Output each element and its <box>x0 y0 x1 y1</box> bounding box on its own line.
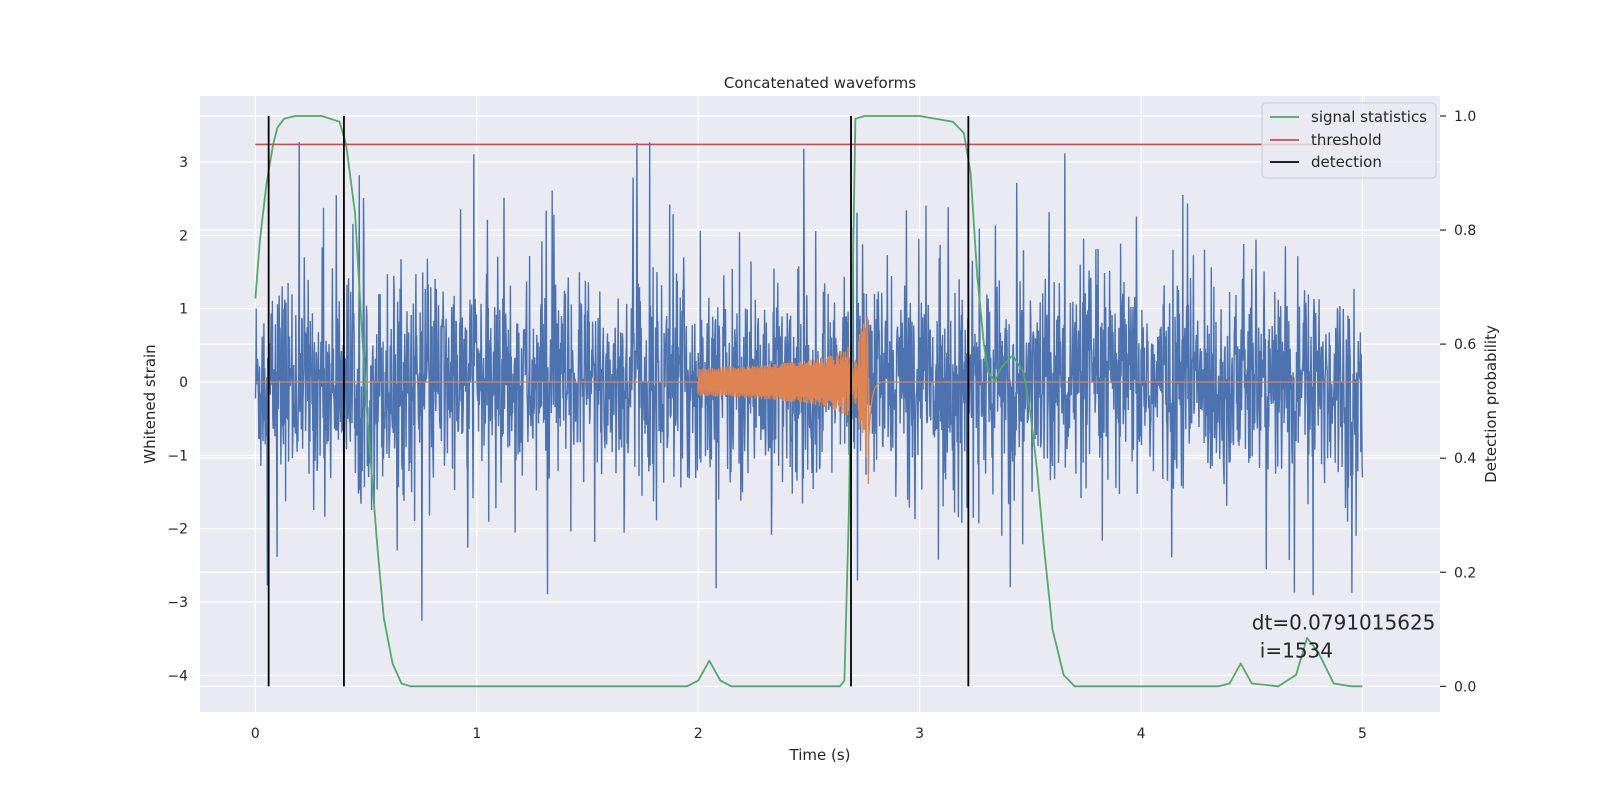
x-tick-label: 0 <box>251 726 260 742</box>
x-tick-label: 3 <box>915 726 924 742</box>
y2-tick-label: 0.6 <box>1454 337 1476 353</box>
y2-tick-label: 1.0 <box>1454 109 1476 125</box>
x-tick-label: 5 <box>1358 726 1367 742</box>
chart-title: Concatenated waveforms <box>724 74 916 92</box>
legend-label-signal-statistics: signal statistics <box>1311 108 1427 126</box>
y-axis-label: Whitened strain <box>141 344 159 463</box>
y-tick-label: 2 <box>179 228 188 244</box>
y2-tick-label: 0.0 <box>1454 679 1476 695</box>
x-tick-label: 2 <box>694 726 703 742</box>
signal-statistics-line <box>254 115 1363 688</box>
y-tick-label: −2 <box>167 522 188 538</box>
annotation-dt: dt=0.0791015625 <box>1252 610 1436 634</box>
x-tick-label: 1 <box>472 726 481 742</box>
y2-tick-label: 0.2 <box>1454 565 1476 581</box>
y-tick-label: 3 <box>179 155 188 171</box>
x-axis-label: Time (s) <box>789 746 851 764</box>
legend-frame <box>1261 102 1437 179</box>
y2-axis-label: Detection probability <box>1482 325 1500 483</box>
annotation-index: i=1534 <box>1260 638 1333 662</box>
y-tick-label: 0 <box>179 375 188 391</box>
y2-tick-label: 0.4 <box>1454 451 1476 467</box>
y-tick-label: −1 <box>167 448 188 464</box>
series-chirp <box>255 316 1363 485</box>
series-detection <box>267 115 970 687</box>
tick-labels: 0 1 2 3 4 5 −4 −3 −2 −1 0 1 2 3 0.0 0.2 0.4 0.6 0.8 1.0 <box>167 109 1476 742</box>
y2-tick-label: 0.8 <box>1454 223 1476 239</box>
y-tick-label: −4 <box>167 668 188 684</box>
legend-label-threshold: threshold <box>1311 131 1382 149</box>
y-tick-label: −3 <box>167 595 188 611</box>
annotation: dt=0.0791015625 i=1534 <box>1252 610 1436 662</box>
legend: signal statistics threshold detection <box>1261 102 1437 179</box>
legend-label-detection: detection <box>1311 153 1382 171</box>
series-signal-statistics <box>254 115 1363 688</box>
chirp-line <box>255 316 1363 485</box>
x-tick-label: 4 <box>1137 726 1146 742</box>
y-tick-label: 1 <box>179 302 188 318</box>
